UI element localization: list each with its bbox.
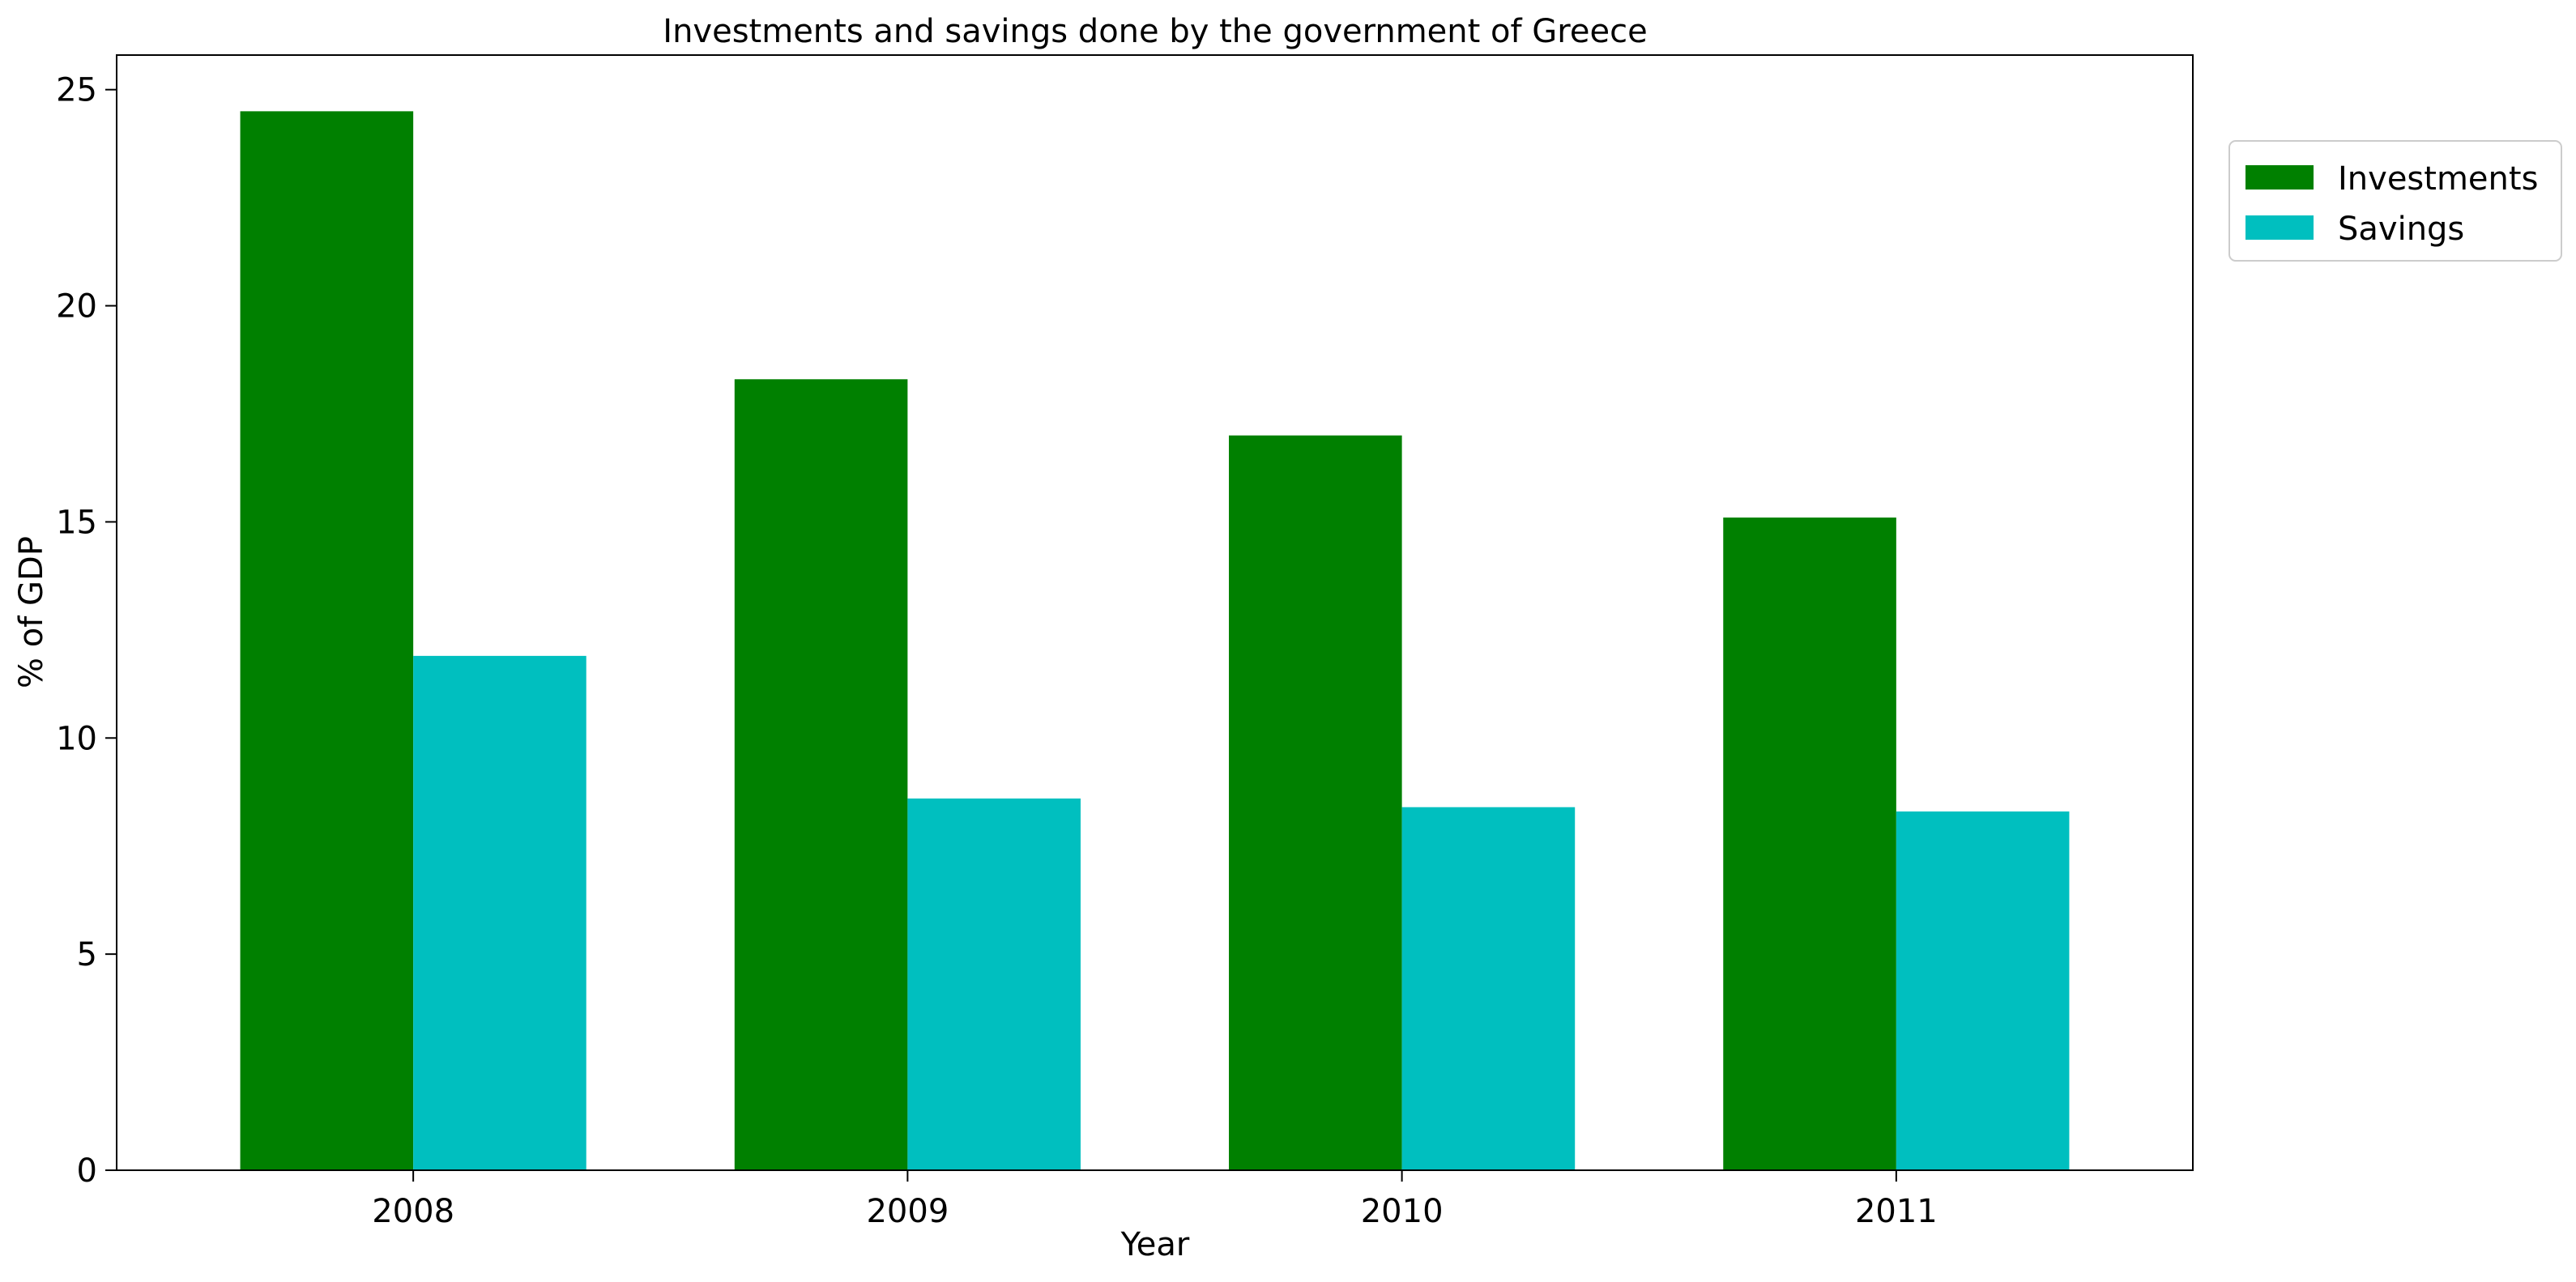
x-tick-label: 2008 xyxy=(372,1193,454,1230)
y-tick-label: 10 xyxy=(56,720,97,757)
bar-savings-2010 xyxy=(1401,807,1576,1170)
bar-investments-2011 xyxy=(1723,517,1896,1170)
y-axis-label: % of GDP xyxy=(13,536,50,688)
legend-swatch-investments xyxy=(2245,165,2314,190)
bar-savings-2008 xyxy=(413,655,586,1170)
bar-investments-2009 xyxy=(734,379,908,1170)
bar-investments-2010 xyxy=(1229,435,1402,1170)
bar-savings-2011 xyxy=(1896,811,2070,1170)
legend-label-savings: Savings xyxy=(2338,211,2464,248)
legend-label-investments: Investments xyxy=(2338,160,2538,198)
x-axis-label: Year xyxy=(1120,1226,1190,1263)
x-tick-label: 2010 xyxy=(1361,1193,1444,1230)
y-tick-label: 0 xyxy=(77,1152,97,1190)
legend: Investments Savings xyxy=(2228,140,2562,262)
y-tick-label: 25 xyxy=(56,72,97,109)
y-tick-label: 5 xyxy=(77,936,97,973)
chart-title: Investments and savings done by the gove… xyxy=(663,13,1647,50)
y-axis: 0 5 10 15 20 25 xyxy=(56,72,117,1190)
y-tick-label: 15 xyxy=(56,504,97,541)
y-tick-label: 20 xyxy=(56,288,97,326)
plot-area-frame xyxy=(116,54,2194,1171)
legend-swatch-savings xyxy=(2245,215,2314,240)
x-tick-label: 2011 xyxy=(1855,1193,1938,1230)
bar-savings-2009 xyxy=(907,799,1081,1170)
x-tick-label: 2009 xyxy=(866,1193,949,1230)
x-axis: 2008 2009 2010 2011 xyxy=(372,1170,1938,1230)
bar-investments-2008 xyxy=(240,111,414,1170)
bars-layer xyxy=(240,111,2070,1170)
